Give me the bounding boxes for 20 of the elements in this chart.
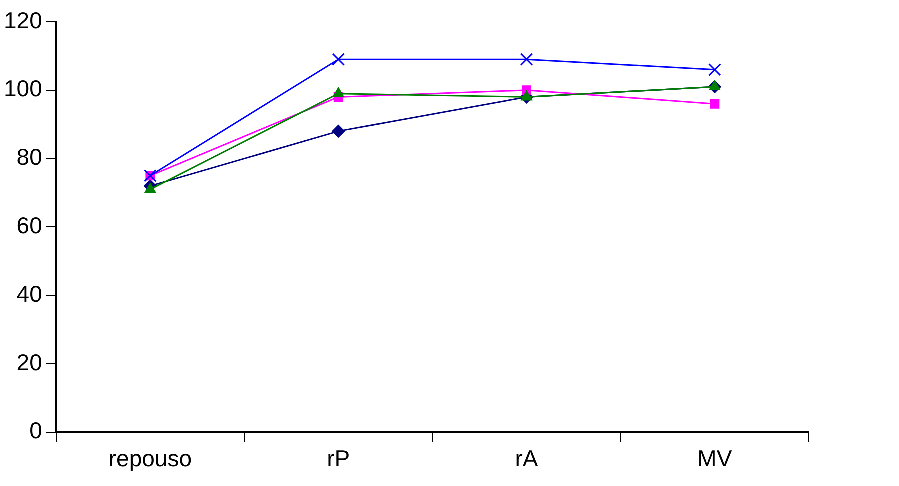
x-tick-label: rP [327, 446, 350, 472]
y-tick-label: 80 [16, 144, 42, 170]
point [332, 124, 346, 138]
y-tick-label: 40 [16, 280, 42, 307]
x-tick-label: repouso [108, 446, 192, 472]
point [710, 99, 720, 109]
point [708, 63, 722, 76]
x-tick-label: rA [515, 446, 539, 472]
y-tick-label: 120 [4, 7, 42, 34]
point [521, 90, 532, 101]
y-tick-label: 20 [16, 349, 42, 376]
point [709, 80, 721, 90]
point [144, 183, 156, 194]
y-tick-label: 100 [4, 76, 42, 102]
y-tick-label: 0 [30, 418, 42, 444]
point [332, 53, 346, 66]
point [520, 53, 534, 66]
point [332, 87, 344, 98]
x-tick-label: MV [698, 446, 733, 472]
y-tick-label: 60 [16, 212, 42, 239]
